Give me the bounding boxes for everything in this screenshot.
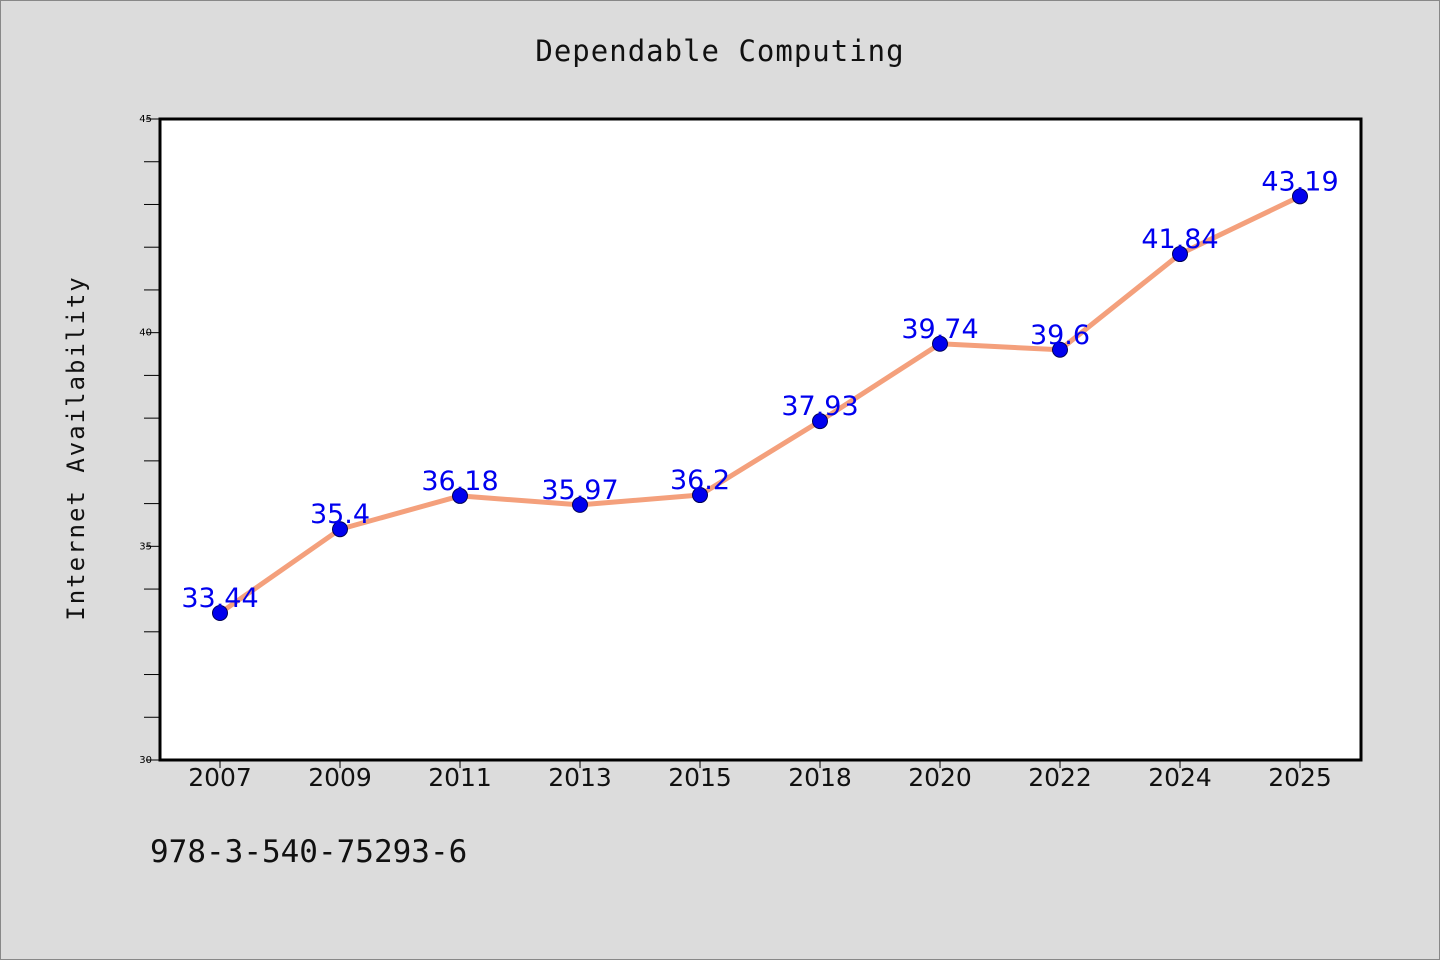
x-tick-label: 2009 <box>308 763 372 792</box>
data-point-marker <box>1292 188 1308 205</box>
data-label: 39.6 <box>1030 320 1090 351</box>
y-tick-label: 45 <box>139 114 152 125</box>
series-lines <box>217 193 1303 616</box>
series-line <box>217 193 1303 616</box>
data-point-marker <box>932 335 948 352</box>
plot-area <box>158 117 1363 762</box>
data-label: 36.18 <box>421 466 498 497</box>
x-tick-label: 2018 <box>788 763 852 792</box>
x-tick-label: 2015 <box>668 763 732 792</box>
data-label: 43.19 <box>1261 166 1338 197</box>
data-label: 36.2 <box>670 465 730 496</box>
data-point-marker <box>692 487 708 504</box>
x-tick-label: 2013 <box>548 763 612 792</box>
data-label: 37.93 <box>781 391 858 422</box>
data-point-marker <box>332 521 348 538</box>
data-label: 39.74 <box>901 314 978 345</box>
x-tick-label: 2022 <box>1028 763 1092 792</box>
data-point-marker <box>212 604 228 621</box>
x-tick-label: 2020 <box>908 763 972 792</box>
data-label: 35.4 <box>310 499 370 530</box>
series-markers <box>212 188 1308 621</box>
data-point-marker <box>572 496 588 513</box>
data-point-marker <box>812 413 828 430</box>
x-tick-label: 2025 <box>1268 763 1332 792</box>
x-tick-label: 2024 <box>1148 763 1212 792</box>
data-point-marker <box>1172 246 1188 263</box>
data-point-marker <box>452 487 468 504</box>
axes: 30 35 40 45 2007 2009 2011 2013 2015 2018 2020 2022… <box>139 114 1332 792</box>
y-tick-label: 35 <box>139 541 152 552</box>
x-tick-label: 2011 <box>428 763 492 792</box>
isbn-footnote: 978-3-540-75293-6 <box>150 834 468 870</box>
y-tick-label: 40 <box>139 328 152 339</box>
data-label: 33.44 <box>181 583 258 614</box>
chart-title: Dependable Computing <box>535 34 905 68</box>
data-labels: 33.44 35.4 36.18 35.97 36.2 37.93 39.74 39.6 41.… <box>181 166 1338 614</box>
x-tick-label: 2007 <box>188 763 252 792</box>
data-label: 35.97 <box>541 475 618 506</box>
y-tick-label: 30 <box>139 755 152 766</box>
data-label: 41.84 <box>1141 224 1218 255</box>
data-point-marker <box>1052 341 1068 358</box>
